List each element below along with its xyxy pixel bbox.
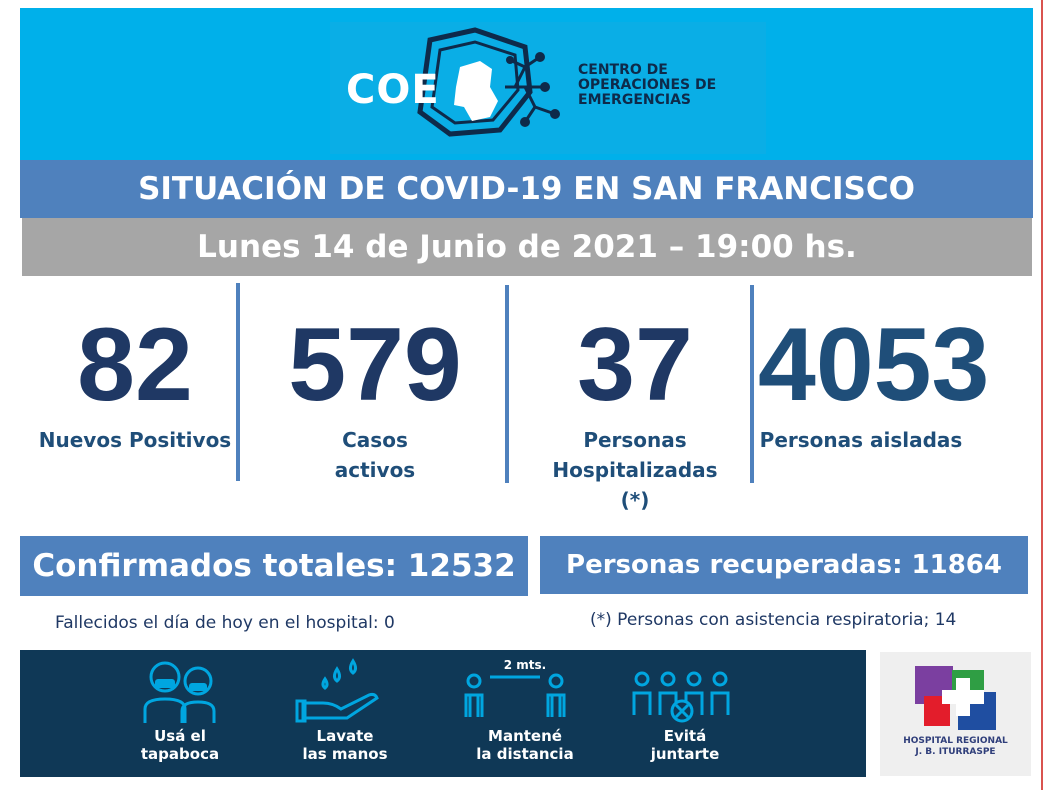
stat-label-line: Hospitalizadas [552, 458, 718, 482]
stat-hospitalized-value: 37 [577, 307, 693, 423]
distance-label: 2 mts. [503, 658, 547, 672]
respiratory-note: (*) Personas con asistencia respiratoria… [590, 610, 957, 630]
coe-line-3: EMERGENCIAS [578, 92, 692, 108]
stat-label-line: Casos [342, 428, 408, 452]
care-item-wash: Lavate las manos [260, 650, 430, 777]
hospital-logo [880, 652, 1031, 776]
stat-label-line: activos [334, 458, 416, 482]
care-label-wash: Lavate las manos [260, 727, 430, 763]
recovered-total-box: Personas recuperadas: 11864 [540, 536, 1028, 594]
stat-label-line: (*) [620, 488, 650, 512]
coe-logo-text: CENTRO DE OPERACIONES DE EMERGENCIAS [578, 63, 716, 108]
wash-hands-icon [295, 658, 379, 723]
coe-logo [330, 22, 766, 154]
coe-line-1: CENTRO DE [578, 62, 668, 78]
report-date: Lunes 14 de Junio de 2021 – 19:00 hs. [22, 218, 1032, 276]
edge-line [1041, 0, 1043, 790]
no-gathering-icon [632, 671, 730, 723]
stat-isolated-value: 4053 [758, 307, 990, 423]
hospital-name: HOSPITAL REGIONAL J. B. ITURRASPE [880, 736, 1031, 758]
care-label-mask: Usá el tapaboca [95, 727, 265, 763]
care-label-line: juntarte [650, 745, 720, 763]
stat-label-line: Nuevos Positivos [38, 428, 232, 452]
stat-label-line: Personas [583, 428, 687, 452]
care-label-distance: Mantené la distancia [440, 727, 610, 763]
stat-hospitalized-label: Personas Hospitalizadas (*) [530, 425, 740, 515]
care-label-line: tapaboca [140, 745, 220, 763]
divider [505, 285, 509, 483]
care-label-line: Usá el [154, 727, 206, 745]
distance-icon [464, 673, 566, 717]
stat-active-cases-value: 579 [288, 307, 462, 423]
divider [236, 283, 240, 481]
care-item-distance: 2 mts. Mantené la distancia [430, 650, 600, 777]
coe-network-icon [417, 27, 560, 137]
divider [750, 285, 754, 483]
deaths-note: Fallecidos el día de hoy en el hospital:… [55, 613, 395, 633]
care-label-line: Evitá [663, 727, 707, 745]
care-item-no-gathering: Evitá juntarte [620, 650, 790, 777]
hospital-cross-icon [915, 666, 996, 730]
care-label-line: las manos [302, 745, 388, 763]
hospital-name-line: J. B. ITURRASPE [915, 747, 996, 757]
hospital-name-line: HOSPITAL REGIONAL [903, 736, 1008, 746]
care-label-line: la distancia [476, 745, 574, 763]
care-item-mask: Usá el tapaboca [95, 650, 265, 777]
stat-new-positives-label: Nuevos Positivos [30, 425, 240, 455]
care-label-no-gathering: Evitá juntarte [600, 727, 770, 763]
face-mask-icon [143, 661, 216, 723]
stat-new-positives-value: 82 [77, 307, 193, 423]
coe-logo-word: COE [346, 67, 440, 113]
coe-line-2: OPERACIONES DE [578, 77, 717, 93]
prevention-strip: Usá el tapaboca Lavate las manos [20, 650, 866, 777]
stat-active-cases-label: Casos activos [270, 425, 480, 485]
stat-isolated-label: Personas aisladas [756, 425, 966, 455]
confirmed-total-box: Confirmados totales: 12532 [20, 536, 528, 596]
care-label-line: Lavate [316, 727, 374, 745]
care-label-line: Mantené [488, 727, 562, 745]
page-title: SITUACIÓN DE COVID-19 EN SAN FRANCISCO [20, 160, 1033, 218]
stat-label-line: Personas aisladas [759, 428, 963, 452]
